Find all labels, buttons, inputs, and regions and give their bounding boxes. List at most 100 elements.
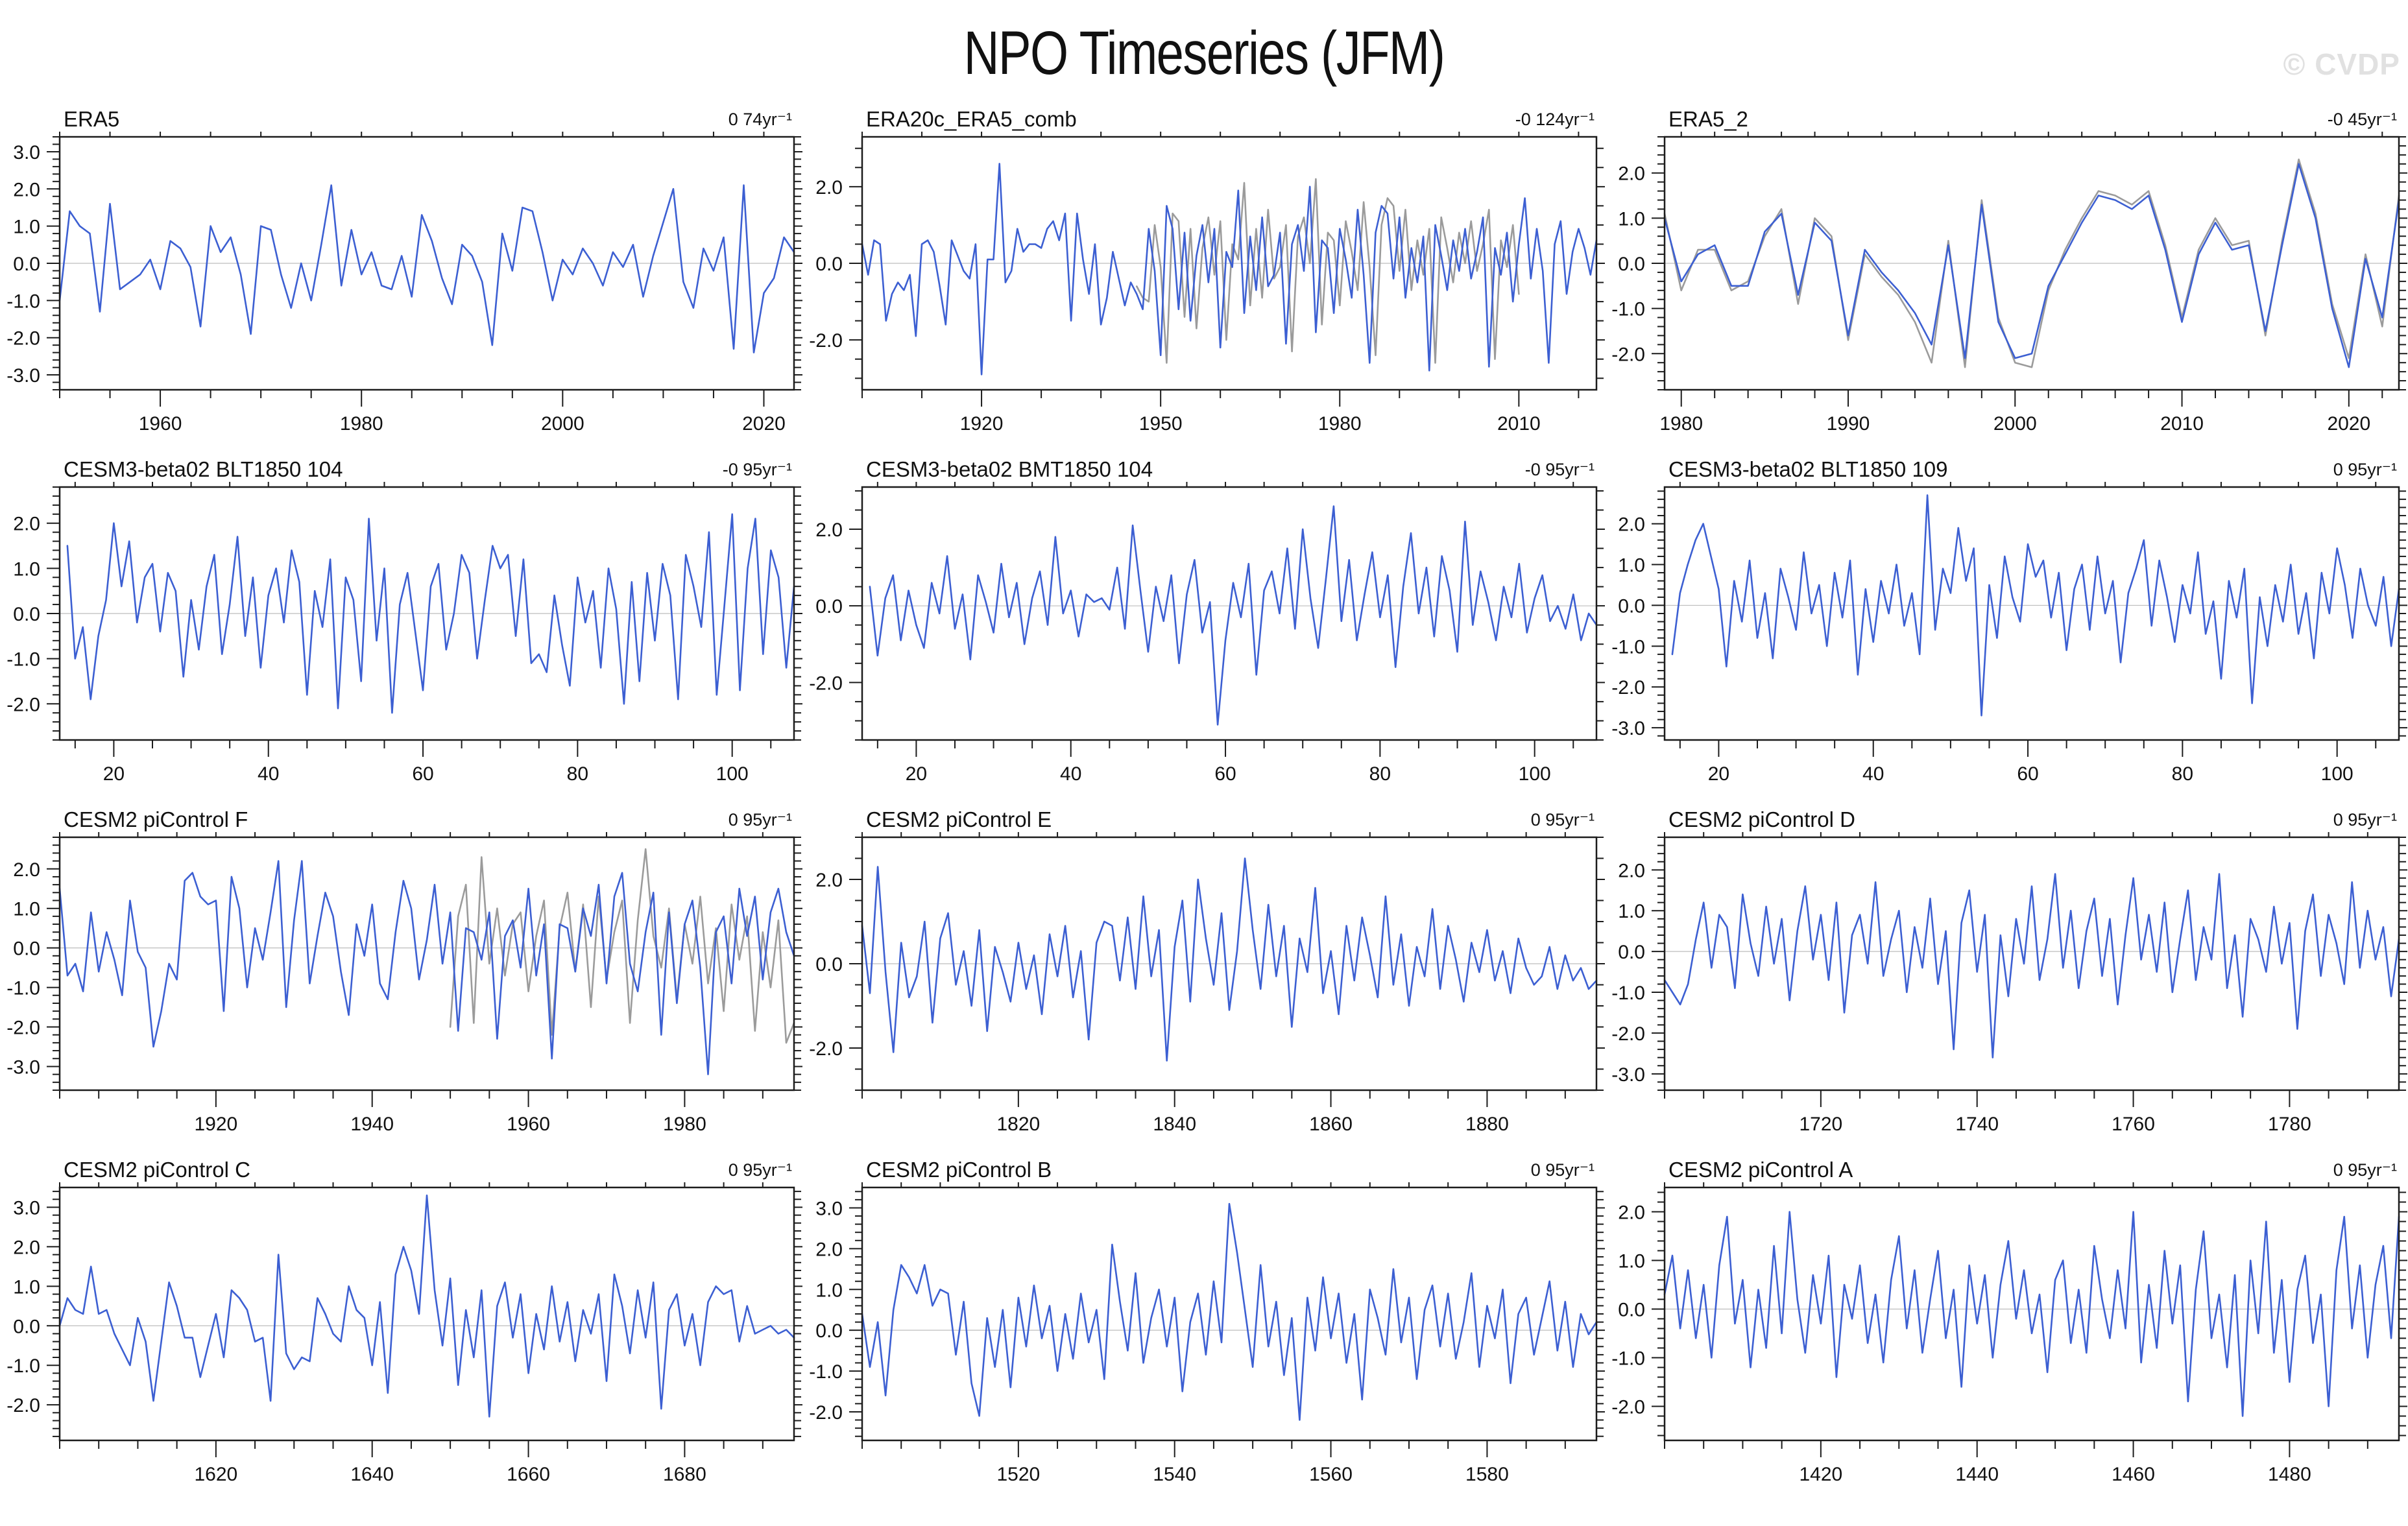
panel-plot: 3.0 2.0 1.0 0.0 -1.0 -2.0 -3.0 1960 1980 2000 2020 bbox=[6, 132, 802, 435]
panel-title: CESM2 piControl F bbox=[64, 807, 248, 831]
timeseries-panel: CESM3-beta02 BMT1850 104 -0 95yr⁻¹ 2.0 0.… bbox=[802, 457, 1605, 807]
axis-tick-label: 1.0 bbox=[1618, 208, 1645, 230]
panel-header: CESM2 piControl A 0 95yr⁻¹ bbox=[1605, 1158, 2407, 1182]
axis-tick-label: 40 bbox=[1060, 763, 1081, 785]
axis-tick-label: 2020 bbox=[742, 413, 786, 435]
timeseries-panel: CESM2 piControl A 0 95yr⁻¹ 2.0 1.0 0.0 -1.0… bbox=[1605, 1158, 2407, 1508]
axis-tick-label: 1420 bbox=[1799, 1464, 1842, 1485]
axis-tick-label: 20 bbox=[1708, 763, 1729, 785]
axis-tick-label: 1660 bbox=[507, 1464, 550, 1485]
axis-tick-label: 2000 bbox=[541, 413, 584, 435]
panel-trend: 0 95yr⁻¹ bbox=[1530, 810, 1595, 829]
axis-tick-label: 1960 bbox=[507, 1114, 550, 1135]
axis-tick-label: 1740 bbox=[1955, 1114, 1999, 1135]
axis-tick-label: -1.0 bbox=[6, 978, 40, 999]
panel-header: CESM2 piControl F 0 95yr⁻¹ bbox=[0, 807, 802, 832]
axis-tick-label: 2000 bbox=[1993, 413, 2037, 435]
axis-tick-label: 0.0 bbox=[815, 954, 843, 975]
page-title: NPO Timeseries (JFM) bbox=[963, 19, 1445, 88]
axis-tick-label: -3.0 bbox=[1611, 718, 1645, 739]
axis-tick-label: 1780 bbox=[2268, 1114, 2311, 1135]
axis-tick-label: 1980 bbox=[1659, 413, 1703, 435]
axis-tick-label: -1.0 bbox=[6, 291, 40, 312]
panel-plot: 3.0 2.0 1.0 0.0 -1.0 -2.0 1620 1640 1660 1680 bbox=[6, 1182, 802, 1485]
axis-tick-label: 80 bbox=[567, 763, 588, 785]
axis-tick-label: 2010 bbox=[1497, 413, 1541, 435]
timeseries-panel: CESM3-beta02 BLT1850 109 0 95yr⁻¹ 2.0 1.0… bbox=[1605, 457, 2407, 807]
axis-tick-label: 1.0 bbox=[13, 558, 40, 580]
axis-tick-label: -1.0 bbox=[1611, 299, 1645, 320]
axis-tick-label: 1920 bbox=[960, 413, 1004, 435]
axis-tick-label: 1440 bbox=[1955, 1464, 1999, 1485]
plot-frame bbox=[1663, 836, 2400, 1091]
panel-title: CESM2 piControl D bbox=[1668, 807, 1855, 831]
panel-title: ERA20c_ERA5_comb bbox=[866, 107, 1077, 131]
axis-tick-label: 1980 bbox=[663, 1114, 706, 1135]
series-line-gray bbox=[449, 848, 795, 1044]
axis-tick-label: 2.0 bbox=[1618, 163, 1645, 185]
axis-tick-label: 0.0 bbox=[13, 254, 40, 275]
axis-tick-label: 0.0 bbox=[1618, 595, 1645, 617]
timeseries-panel: ERA5_2 -0 45yr⁻¹ 2.0 1.0 0.0 -1.0 -2.0 1980 19… bbox=[1605, 107, 2407, 457]
panel-trend: -0 95yr⁻¹ bbox=[1524, 460, 1595, 479]
panel-plot: 2.0 0.0 -2.0 1820 1840 1860 1880 bbox=[809, 832, 1605, 1135]
axis-tick-label: 60 bbox=[2017, 763, 2038, 785]
axis-tick-label: 80 bbox=[2172, 763, 2193, 785]
axis-tick-label: 80 bbox=[1369, 763, 1391, 785]
axis-tick-label: 1980 bbox=[340, 413, 383, 435]
panel-header: CESM2 piControl D 0 95yr⁻¹ bbox=[1605, 807, 2407, 832]
plot-frame bbox=[1663, 486, 2400, 741]
axis-tick-label: 0.0 bbox=[815, 1320, 843, 1342]
axis-tick-label: 1940 bbox=[350, 1114, 394, 1135]
axis-tick-label: 2.0 bbox=[13, 179, 40, 200]
panel-plot: 2.0 1.0 0.0 -1.0 -2.0 20 40 60 80 100 bbox=[6, 482, 802, 785]
axis-tick-label: 20 bbox=[906, 763, 927, 785]
axis-tick-label: 0.0 bbox=[13, 1316, 40, 1337]
plot-frame bbox=[1663, 1186, 2400, 1442]
axis-tick-label: -1.0 bbox=[6, 1355, 40, 1377]
panel-trend: 0 95yr⁻¹ bbox=[2333, 1160, 2397, 1180]
cvdp-watermark: © CVDP bbox=[2283, 47, 2400, 81]
axis-tick-label: 2.0 bbox=[815, 519, 843, 541]
panel-trend: 0 95yr⁻¹ bbox=[2333, 810, 2397, 829]
axis-tick-label: -2.0 bbox=[6, 694, 40, 715]
series-line-blue bbox=[58, 860, 795, 1075]
series-line-blue bbox=[58, 184, 795, 353]
panel-trend: 0 95yr⁻¹ bbox=[2333, 460, 2397, 479]
axis-tick-label: 100 bbox=[2321, 763, 2354, 785]
timeseries-panel: CESM3-beta02 BLT1850 104 -0 95yr⁻¹ 2.0 1.… bbox=[0, 457, 802, 807]
panel-trend: -0 45yr⁻¹ bbox=[2327, 110, 2397, 129]
timeseries-panel: CESM2 piControl F 0 95yr⁻¹ 2.0 1.0 0.0 -1.0… bbox=[0, 807, 802, 1158]
axis-tick-label: -2.0 bbox=[6, 1018, 40, 1039]
axis-tick-label: 1880 bbox=[1465, 1114, 1509, 1135]
series-line-gray bbox=[1135, 178, 1520, 364]
panel-plot: 2.0 1.0 0.0 -1.0 -2.0 -3.0 20 40 60 80 100 bbox=[1611, 482, 2407, 785]
axis-tick-label: 0.0 bbox=[1618, 942, 1645, 963]
panel-title: ERA5 bbox=[64, 107, 120, 131]
timeseries-panel: ERA20c_ERA5_comb -0 124yr⁻¹ 2.0 0.0 -2.0 19… bbox=[802, 107, 1605, 457]
panel-trend: 0 95yr⁻¹ bbox=[728, 810, 792, 829]
axis-tick-label: 3.0 bbox=[13, 142, 40, 163]
axis-tick-label: 1.0 bbox=[13, 899, 40, 920]
axis-tick-label: 20 bbox=[103, 763, 125, 785]
axis-tick-label: 1640 bbox=[350, 1464, 394, 1485]
timeseries-panel: CESM2 piControl E 0 95yr⁻¹ 2.0 0.0 -2.0 182… bbox=[802, 807, 1605, 1158]
panel-title: ERA5_2 bbox=[1668, 107, 1748, 131]
panel-trend: -0 124yr⁻¹ bbox=[1515, 110, 1595, 129]
axis-tick-label: -2.0 bbox=[809, 673, 843, 694]
axis-tick-label: -1.0 bbox=[1611, 636, 1645, 658]
axis-tick-label: 1920 bbox=[194, 1114, 237, 1135]
series-line-blue bbox=[861, 163, 1598, 376]
axis-tick-label: 1720 bbox=[1799, 1114, 1842, 1135]
panel-plot: 2.0 0.0 -2.0 1920 1950 1980 2010 bbox=[809, 132, 1605, 435]
axis-tick-label: 1540 bbox=[1153, 1464, 1196, 1485]
axis-tick-label: 1.0 bbox=[1618, 555, 1645, 577]
timeseries-panel: CESM2 piControl B 0 95yr⁻¹ 3.0 2.0 1.0 0.0 -… bbox=[802, 1158, 1605, 1508]
series-line-blue bbox=[1663, 1211, 2400, 1417]
plot-frame bbox=[58, 1186, 795, 1442]
axis-tick-label: 1860 bbox=[1309, 1114, 1353, 1135]
axis-tick-label: 1840 bbox=[1153, 1114, 1196, 1135]
axis-tick-label: 0.0 bbox=[1618, 1300, 1645, 1321]
axis-tick-label: 2.0 bbox=[1618, 514, 1645, 536]
axis-tick-label: 1580 bbox=[1465, 1464, 1509, 1485]
